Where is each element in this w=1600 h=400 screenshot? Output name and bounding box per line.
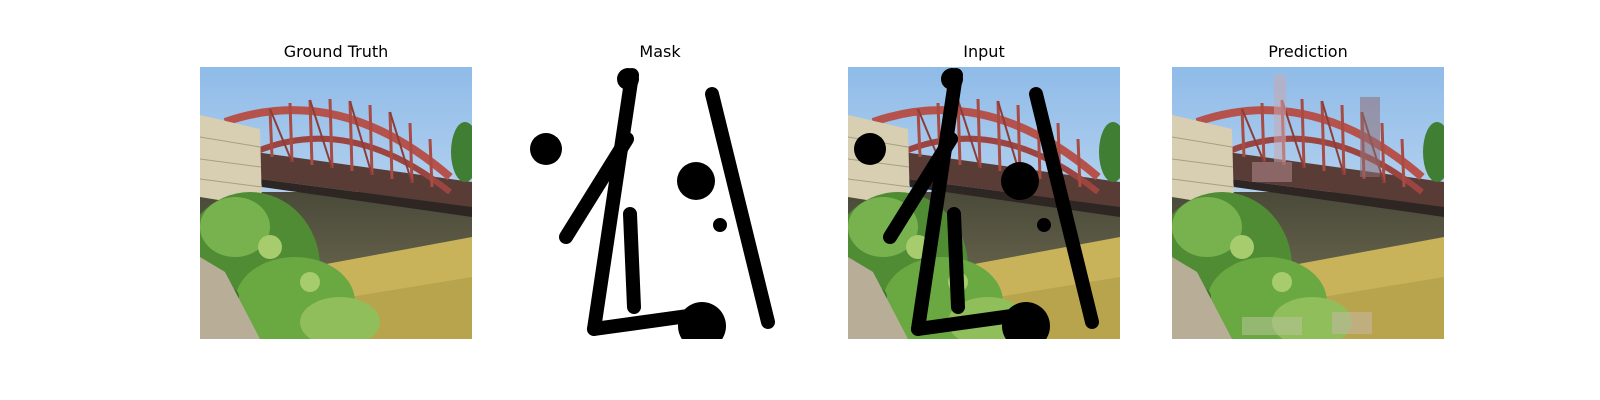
ground-truth-panel: Ground Truth: [200, 0, 472, 400]
prediction-panel: Prediction: [1172, 0, 1444, 400]
panel-title: Ground Truth: [283, 42, 389, 61]
panel-title: Input: [963, 42, 1005, 61]
input-image: [848, 67, 1120, 339]
mask-panel: Mask: [524, 0, 796, 400]
prediction-image: [1172, 67, 1444, 339]
ground-truth-image: [200, 67, 472, 339]
mask-image: [524, 67, 796, 339]
panel-title: Prediction: [1268, 42, 1348, 61]
panel-title: Mask: [639, 42, 681, 61]
input-panel: Input: [848, 0, 1120, 400]
